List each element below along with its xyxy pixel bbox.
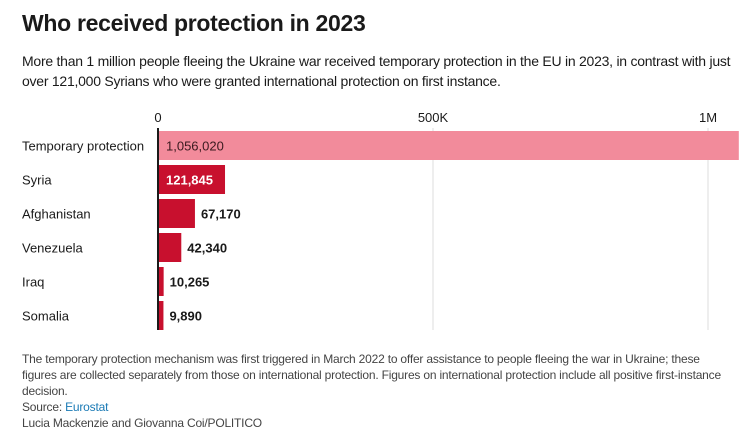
category-label: Iraq xyxy=(22,275,44,290)
data-label: 42,340 xyxy=(187,241,227,256)
x-tick-label: 500K xyxy=(418,110,449,125)
data-label: 121,845 xyxy=(166,173,213,188)
category-label: Afghanistan xyxy=(22,207,91,222)
chart-subtitle: More than 1 million people fleeing the U… xyxy=(22,53,731,89)
chart-title: Who received protection in 2023 xyxy=(22,10,366,36)
data-label: 10,265 xyxy=(170,275,210,290)
footnote: The temporary protection mechanism was f… xyxy=(22,352,721,398)
bar xyxy=(158,199,195,228)
bar xyxy=(158,165,226,194)
bar-chart: 0 500K 1M Temporary protection 1,056,020 Syri… xyxy=(22,110,739,330)
source-line: Source: Eurostat xyxy=(22,399,737,415)
bar xyxy=(158,131,739,160)
category-label: Temporary protection xyxy=(22,139,144,154)
bar xyxy=(158,301,164,330)
x-tick-label: 0 xyxy=(154,110,161,125)
data-label: 67,170 xyxy=(201,207,241,222)
bar xyxy=(158,267,164,296)
bar xyxy=(158,233,182,262)
category-label: Syria xyxy=(22,173,52,188)
source-link[interactable]: Eurostat xyxy=(65,400,109,414)
source-label: Source: xyxy=(22,400,62,414)
category-label: Somalia xyxy=(22,309,70,324)
category-label: Venezuela xyxy=(22,241,83,256)
data-label: 1,056,020 xyxy=(166,139,224,154)
x-tick-label: 1M xyxy=(699,110,717,125)
credit: Lucia Mackenzie and Giovanna Coi/POLITIC… xyxy=(22,416,262,430)
data-label: 9,890 xyxy=(169,309,202,324)
chart-notes: The temporary protection mechanism was f… xyxy=(22,351,737,431)
